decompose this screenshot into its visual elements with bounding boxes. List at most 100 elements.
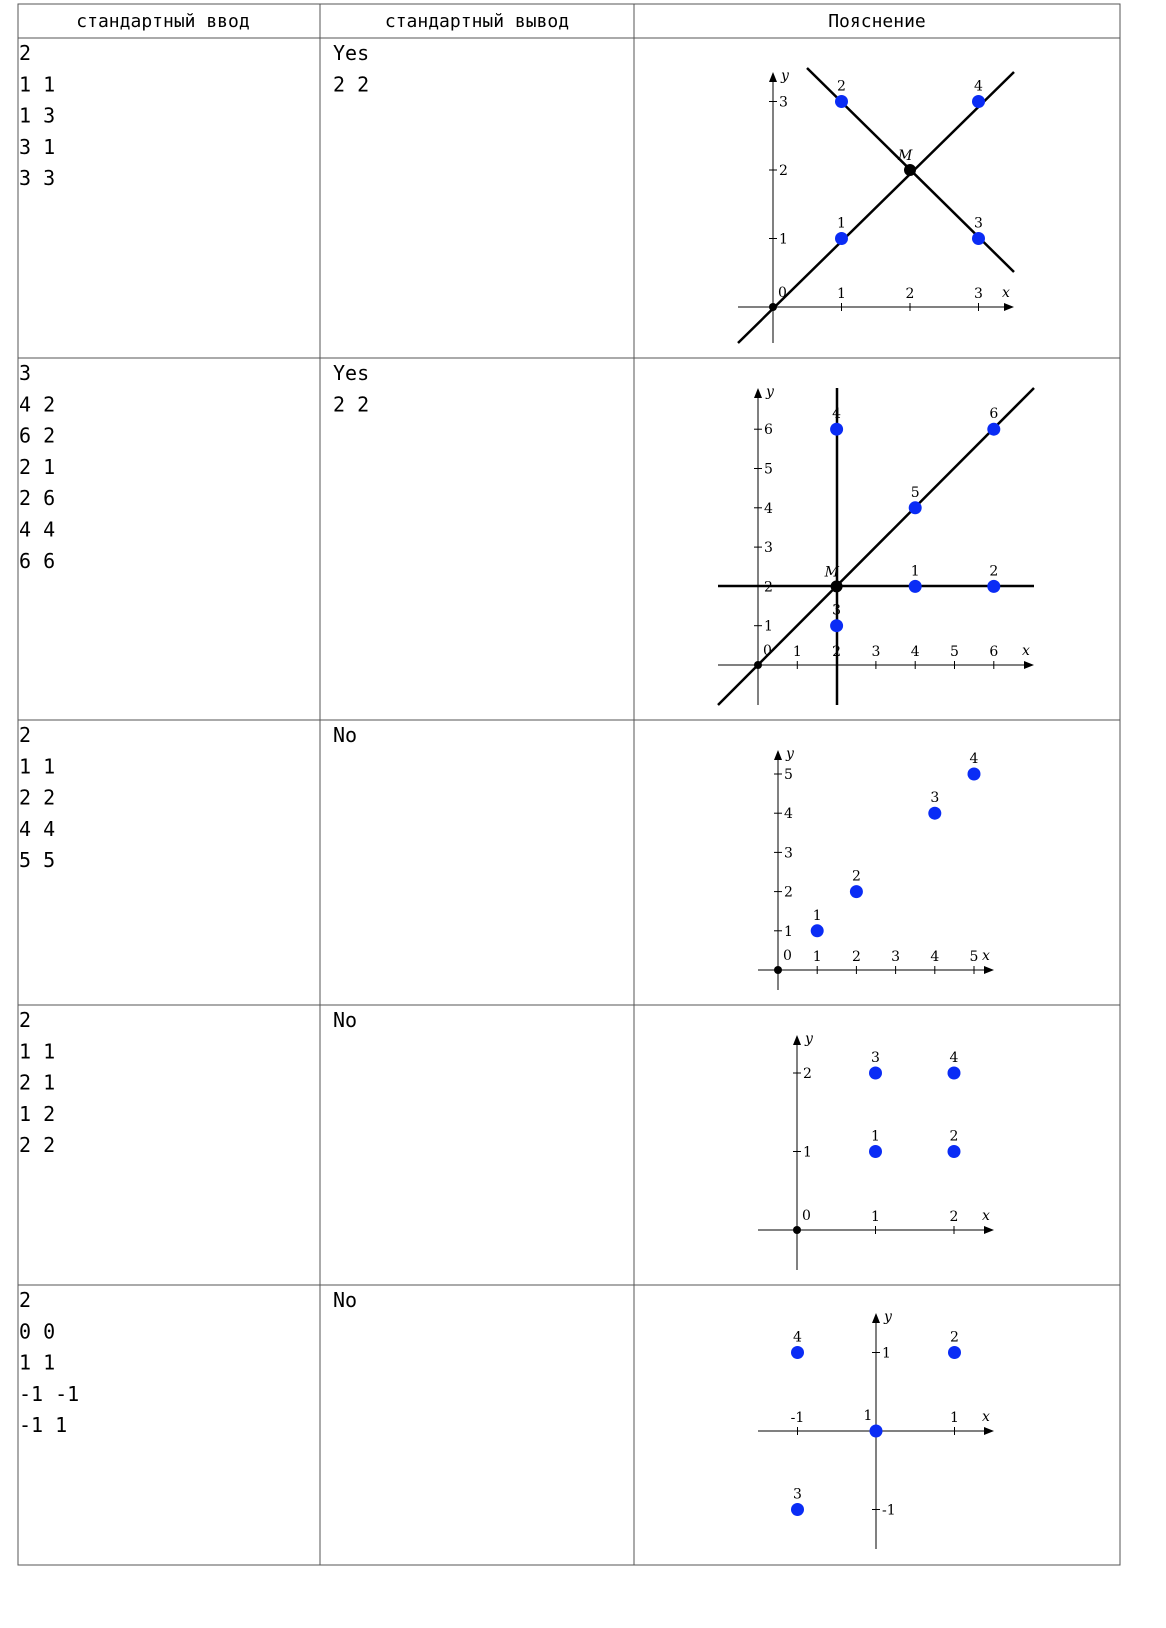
point (869, 1424, 883, 1438)
x-tick-label: 2 (950, 1209, 959, 1225)
x-tick-label: 3 (891, 949, 900, 965)
center-point (904, 164, 916, 176)
point (947, 1066, 961, 1080)
point-label: 4 (950, 1050, 959, 1066)
y-tick-label: 1 (779, 232, 788, 248)
point-label: 6 (989, 406, 998, 422)
output-line: Yes (333, 41, 369, 65)
input-line: 1 1 (19, 1351, 55, 1375)
point-label: 1 (864, 1408, 873, 1424)
point (987, 579, 1001, 593)
y-axis-label: y (804, 1031, 814, 1047)
origin-label: 0 (783, 948, 792, 964)
input-line: 3 (19, 361, 31, 385)
y-tick-label: 3 (784, 845, 793, 861)
x-tick-label: -1 (791, 1410, 805, 1426)
point (972, 95, 985, 108)
y-arrow (769, 72, 777, 82)
x-tick-label: 2 (906, 286, 915, 302)
y-tick-label: 1 (784, 924, 793, 940)
input-line: 1 1 (19, 754, 55, 778)
y-tick-label: 1 (882, 1346, 891, 1362)
point-label: 3 (832, 603, 841, 619)
x-axis-label: x (1002, 285, 1010, 301)
y-tick-label: 2 (784, 885, 793, 901)
point (810, 924, 824, 938)
y-tick-label: 6 (764, 422, 773, 438)
y-tick-label: 4 (784, 806, 793, 822)
point (908, 579, 922, 593)
y-axis-label: y (765, 384, 775, 400)
input-line: 2 2 (19, 786, 55, 810)
point (972, 232, 985, 245)
input-line: 4 4 (19, 518, 55, 542)
output-line: 2 2 (333, 72, 369, 96)
input-line: 5 5 (19, 848, 55, 872)
point-label: 4 (974, 79, 983, 95)
y-axis-label: y (785, 746, 795, 762)
point (835, 95, 848, 108)
point-label: 1 (813, 908, 822, 924)
point (791, 1346, 804, 1359)
point-label: 2 (950, 1129, 959, 1145)
x-tick-label: 3 (871, 644, 880, 660)
point-label: 1 (911, 563, 920, 579)
point-label: 3 (930, 790, 939, 806)
input-line: 2 6 (19, 486, 55, 510)
point (928, 806, 942, 820)
output-line: No (333, 1288, 357, 1312)
diagram-line (737, 71, 1015, 344)
x-tick-label: 1 (813, 949, 822, 965)
point (849, 885, 863, 899)
x-tick-label: 2 (852, 949, 861, 965)
y-tick-label: 5 (784, 767, 793, 783)
input-line: 4 2 (19, 392, 55, 416)
output-line: Yes (333, 361, 369, 385)
input-line: 1 1 (19, 1039, 55, 1063)
origin-label: 0 (778, 285, 787, 301)
y-axis-label: y (780, 68, 790, 84)
input-line: 2 (19, 41, 31, 65)
input-line: 2 1 (19, 1071, 55, 1095)
point (830, 422, 844, 436)
y-tick-label: 4 (764, 501, 773, 517)
input-line: 4 4 (19, 817, 55, 841)
y-tick-label: 3 (779, 95, 788, 111)
point (948, 1346, 961, 1359)
point (947, 1145, 961, 1158)
input-line: 0 0 (19, 1319, 55, 1343)
x-tick-label: 4 (930, 949, 939, 965)
output-line: No (333, 1008, 357, 1032)
y-tick-label: -1 (882, 1503, 896, 1519)
input-line: 3 1 (19, 135, 55, 159)
x-arrow (1024, 661, 1034, 669)
point-label: 2 (989, 563, 998, 579)
x-tick-label: 4 (911, 644, 920, 660)
header: Пояснение (828, 11, 926, 32)
x-arrow (984, 1226, 994, 1234)
x-tick-label: 1 (950, 1410, 959, 1426)
y-arrow (872, 1313, 880, 1323)
origin-label: 0 (763, 643, 772, 659)
y-tick-label: 2 (779, 163, 788, 179)
input-line: 1 2 (19, 1102, 55, 1126)
input-line: 6 6 (19, 549, 55, 573)
y-tick-label: 2 (764, 579, 773, 595)
point (869, 1066, 882, 1080)
x-tick-label: 2 (832, 644, 841, 660)
point-label: 5 (911, 485, 920, 501)
input-line: 2 1 (19, 455, 55, 479)
point-label: 4 (793, 1330, 802, 1346)
point-label: 4 (970, 751, 979, 767)
point-label: 2 (852, 869, 861, 885)
origin-dot (774, 966, 782, 974)
point (791, 1503, 804, 1516)
input-line: 1 3 (19, 104, 55, 128)
diagram-line (717, 387, 1035, 706)
header: стандартный ввод (76, 11, 249, 32)
x-tick-label: 1 (837, 286, 846, 302)
y-axis-label: y (883, 1309, 893, 1325)
point-label: 1 (871, 1129, 880, 1145)
input-line: 1 1 (19, 72, 55, 96)
